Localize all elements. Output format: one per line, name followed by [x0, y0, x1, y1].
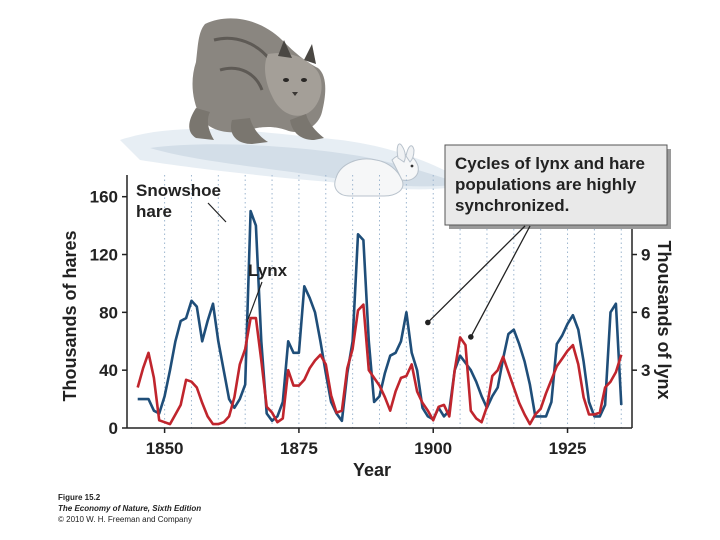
year-axis-ticks: 1850 1875 1900 1925 — [146, 428, 587, 458]
lynx-label: Lynx — [248, 261, 288, 280]
annotation-pointer-1 — [427, 225, 526, 323]
year-tick-label-1875: 1875 — [280, 439, 318, 458]
hare-tick-label-120: 120 — [90, 246, 118, 265]
year-axis-title: Year — [353, 460, 391, 480]
figure-caption: Figure 15.2 The Economy of Nature, Sixth… — [58, 492, 201, 525]
hare-label-line-2: hare — [136, 202, 172, 221]
lynx-axis-title: Thousands of lynx — [654, 240, 674, 399]
caption-copyright: © 2010 W. H. Freeman and Company — [58, 515, 192, 524]
caption-edition: , Sixth Edition — [147, 504, 202, 513]
hare-axis-ticks: 0 40 80 120 160 — [90, 188, 127, 438]
annotation-line-1: Cycles of lynx and hare — [455, 154, 645, 173]
lynx-hare-illustration — [120, 18, 470, 197]
lynx-tick-label-3: 3 — [641, 361, 650, 380]
caption-book-line: The Economy of Nature, Sixth Edition — [58, 503, 201, 514]
annotation-callout: Cycles of lynx and hare populations are … — [425, 144, 671, 340]
annotation-line-3: synchronized. — [455, 196, 569, 215]
year-tick-label-1925: 1925 — [549, 439, 587, 458]
hare-tick-label-40: 40 — [99, 361, 118, 380]
hare-tick-label-0: 0 — [109, 419, 118, 438]
hare-axis-title: Thousands of hares — [60, 230, 80, 401]
hare-tick-label-160: 160 — [90, 188, 118, 207]
annotation-pointers — [425, 225, 531, 340]
hare-figure — [334, 143, 419, 197]
lynx-tick-label-6: 6 — [641, 303, 650, 322]
lynx-label-leader — [246, 281, 263, 323]
annotation-box — [444, 144, 668, 226]
caption-book-title: The Economy of Nature — [58, 504, 148, 513]
lynx-series-line — [136, 303, 623, 426]
hare-label-line-1: Snowshoe — [136, 181, 221, 200]
annotation-pointer-dot-2 — [468, 334, 474, 340]
hare-series-line — [137, 209, 623, 423]
annotation-line-2: populations are highly — [455, 175, 637, 194]
hare-label-leader — [207, 202, 227, 223]
lynx-tick-label-9: 9 — [641, 246, 650, 265]
annotation-pointer-2 — [470, 225, 531, 338]
annotation-pointer-dot-1 — [425, 319, 431, 326]
caption-figure-number: Figure 15.2 — [58, 493, 101, 502]
lynx-axis-ticks: 3 6 9 — [632, 246, 650, 380]
lynx-figure — [189, 18, 326, 144]
year-tick-label-1850: 1850 — [146, 439, 184, 458]
year-tick-label-1900: 1900 — [414, 439, 452, 458]
hare-tick-label-80: 80 — [99, 303, 118, 322]
